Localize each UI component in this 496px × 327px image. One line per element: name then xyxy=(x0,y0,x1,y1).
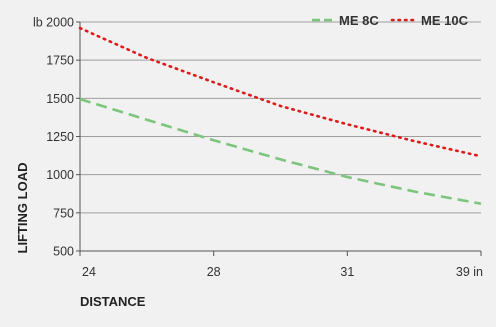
y-tick-label: 1500 xyxy=(46,92,74,106)
series-line-me-10c xyxy=(78,26,483,158)
y-tick-label: lb 2000 xyxy=(33,16,74,30)
y-tick-label: 500 xyxy=(53,245,74,259)
y-tick-labels: 500 750 1000 1250 1500 1750 lb 2000 xyxy=(33,16,74,259)
x-tick-label: 31 xyxy=(340,265,354,279)
x-tick-label: 39 in xyxy=(456,265,483,279)
series-line-me-8c xyxy=(79,97,482,205)
series-lines xyxy=(78,26,483,205)
x-tick-label: 24 xyxy=(82,265,96,279)
y-tick-label: 1750 xyxy=(46,54,74,68)
y-tick-label: 1250 xyxy=(46,130,74,144)
legend-label: ME 10C xyxy=(421,13,469,28)
x-tick-label: 28 xyxy=(207,265,221,279)
x-tick-labels: 24 28 31 39 in xyxy=(82,265,483,279)
y-tick-label: 1000 xyxy=(46,168,74,182)
y-axis-title: LIFTING LOAD xyxy=(15,163,30,254)
legend-label: ME 8C xyxy=(339,13,379,28)
y-tick-label: 750 xyxy=(53,206,74,220)
axes xyxy=(76,21,482,256)
gridlines xyxy=(80,21,481,214)
legend: ME 8C ME 10C xyxy=(312,13,469,28)
x-axis-title: DISTANCE xyxy=(80,294,146,309)
